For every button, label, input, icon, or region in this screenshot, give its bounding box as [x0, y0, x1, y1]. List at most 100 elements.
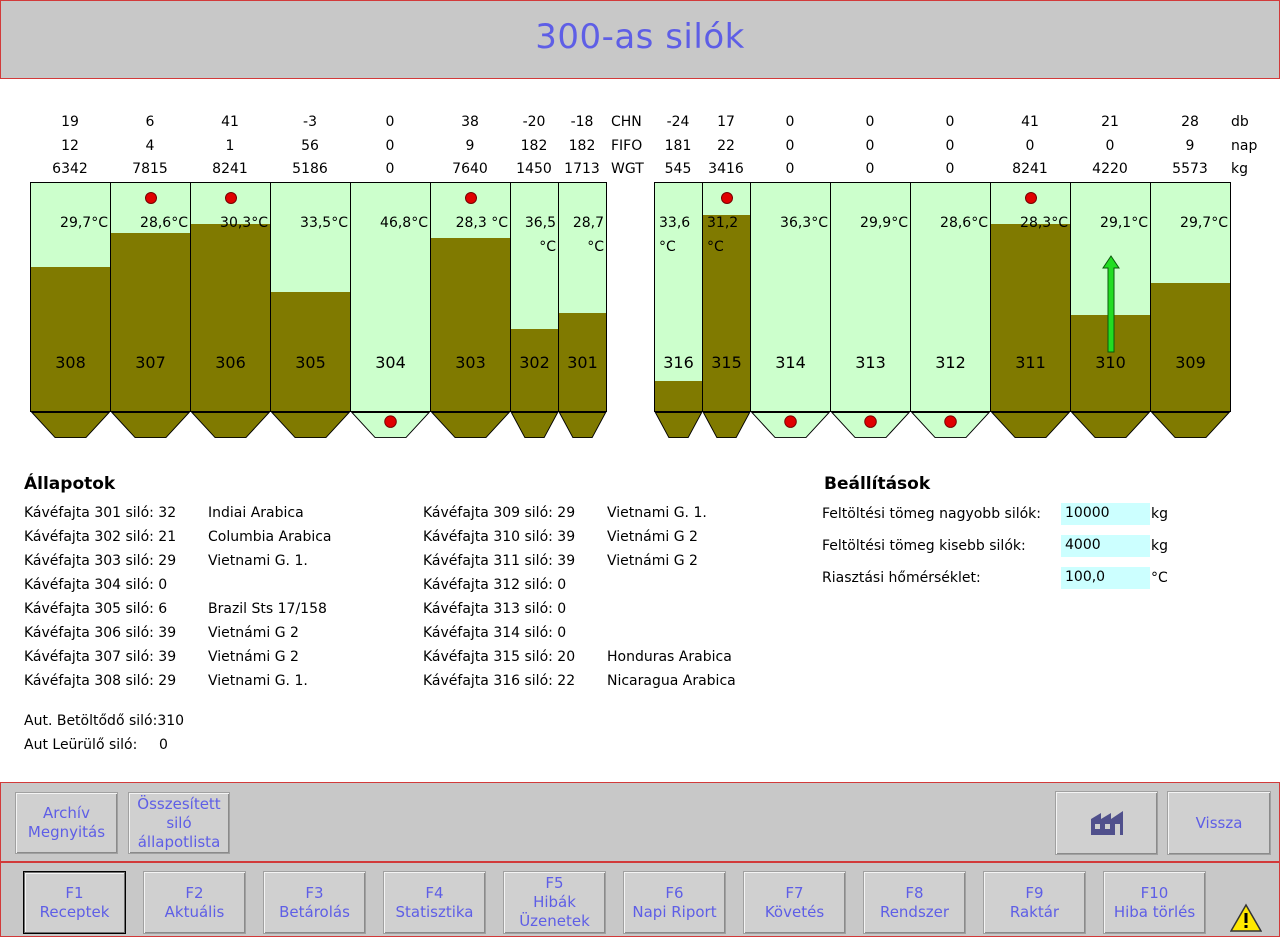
silo-304-label: 304: [375, 353, 406, 372]
title-bar: 300-as silók: [0, 0, 1280, 79]
settings-heading: Beállítások: [824, 474, 931, 494]
silo-314-label: 314: [775, 353, 806, 372]
fkey-f1-button[interactable]: F1 Receptek: [23, 871, 126, 934]
unit-nap: nap: [1231, 138, 1258, 154]
silo-302[interactable]: 36,5 °C 302: [510, 182, 559, 412]
silo-310[interactable]: 29,1°C 310: [1070, 182, 1151, 412]
small-silo-label: Feltöltési tömeg kisebb silók:: [822, 538, 1026, 554]
fkey-label: Aktuális: [164, 902, 225, 921]
silo-311-chn: 41: [1021, 114, 1039, 130]
fkey-f5-button[interactable]: F5 Hibák Üzenetek: [503, 871, 606, 934]
fkey-f8-button[interactable]: F8 Rendszer: [863, 871, 966, 934]
silo-308[interactable]: 29,7°C 308: [30, 182, 111, 412]
fkey-label: Rendszer: [879, 902, 950, 921]
alarm-temp-input[interactable]: 100,0: [1061, 567, 1150, 589]
silo-303[interactable]: 28,3 °C 303: [430, 182, 511, 412]
small-silo-weight-input[interactable]: 4000: [1061, 535, 1150, 557]
fkey-f2-button[interactable]: F2 Aktuális: [143, 871, 246, 934]
status-silo-label: Kávéfajta 301 siló: 32: [24, 505, 177, 521]
silo-306-fifo: 1: [225, 138, 235, 154]
silo-310-fifo: 0: [1105, 138, 1115, 154]
silo-316-chn: -24: [666, 114, 690, 130]
silo-309-hopper: [1150, 412, 1231, 439]
silo-308-fifo: 12: [61, 138, 79, 154]
silo-303-alarm-indicator: [464, 192, 477, 204]
silo-315[interactable]: 31,2 °C 315: [702, 182, 751, 412]
status-silo-label: Kávéfajta 310 siló: 39: [423, 529, 576, 545]
fkey-f10-button[interactable]: F10 Hiba törlés: [1103, 871, 1206, 934]
silo-310-hopper: [1070, 412, 1151, 439]
auto-empty-value: 0: [159, 737, 168, 753]
silo-314-fifo: 0: [785, 138, 795, 154]
fkey-label: Követés: [764, 902, 825, 921]
status-silo-label: Kávéfajta 312 siló: 0: [423, 577, 567, 593]
status-coffee-name: Vietnámi G 2: [607, 529, 698, 545]
fkey-f3-button[interactable]: F3 Betárolás: [263, 871, 366, 934]
silo-301[interactable]: 28,7 °C 301: [558, 182, 607, 412]
silo-306-level: [191, 224, 270, 411]
silo-306-chn: 41: [221, 114, 239, 130]
status-coffee-name: Brazil Sts 17/158: [208, 601, 327, 617]
status-silo-label: Kávéfajta 316 siló: 22: [423, 673, 576, 689]
status-coffee-name: Vietnámi G 2: [208, 649, 299, 665]
silo-311-fifo: 0: [1025, 138, 1035, 154]
silo-306-label: 306: [215, 353, 246, 372]
silo-311-alarm-indicator: [1024, 192, 1037, 204]
silo-316[interactable]: 33,6 °C 316: [654, 182, 703, 412]
big-silo-weight-input[interactable]: 10000: [1061, 503, 1150, 525]
status-silo-label: Kávéfajta 306 siló: 39: [24, 625, 177, 641]
silo-303-temperature: 28,3 °C: [455, 215, 508, 231]
fkey-f6-button[interactable]: F6 Napi Riport: [623, 871, 726, 934]
silo-307[interactable]: 28,6°C 307: [110, 182, 191, 412]
silo-305-wgt: 5186: [292, 161, 328, 177]
silo-315-temperature: 31,2 °C: [707, 215, 739, 255]
fkey-label: Raktár: [1009, 902, 1060, 921]
silo-301-label: 301: [567, 353, 598, 372]
fkey-key: F8: [905, 883, 924, 902]
silo-308-wgt: 6342: [52, 161, 88, 177]
status-silo-label: Kávéfajta 305 siló: 6: [24, 601, 168, 617]
big-silo-label: Feltöltési tömeg nagyobb silók:: [822, 506, 1041, 522]
status-silo-label: Kávéfajta 314 siló: 0: [423, 625, 567, 641]
silo-304[interactable]: 46,8°C 304: [350, 182, 431, 412]
silo-309-fifo: 9: [1185, 138, 1195, 154]
fkey-key: F7: [785, 883, 804, 902]
back-button[interactable]: Vissza: [1167, 791, 1271, 855]
alarm-temp-label: Riasztási hőmérséklet:: [822, 570, 981, 586]
fkey-f7-button[interactable]: F7 Követés: [743, 871, 846, 934]
warning-icon[interactable]: [1230, 903, 1262, 933]
silo-305[interactable]: 33,5°C 305: [270, 182, 351, 412]
fkey-label: Hibák Üzenetek: [519, 893, 590, 930]
silo-315-alarm-indicator: [720, 192, 733, 204]
action-bar: Archív Megnyitás Összesített siló állapo…: [0, 782, 1280, 862]
silo-307-fifo: 4: [145, 138, 155, 154]
silo-309[interactable]: 29,7°C 309: [1150, 182, 1231, 412]
archive-open-button[interactable]: Archív Megnyitás: [15, 792, 118, 854]
silo-306[interactable]: 30,3°C 306: [190, 182, 271, 412]
silo-312-hopper: [910, 412, 991, 439]
silo-311-temperature: 28,3°C: [1020, 215, 1068, 231]
status-silo-label: Kávéfajta 313 siló: 0: [423, 601, 567, 617]
silo-311[interactable]: 28,3°C 311: [990, 182, 1071, 412]
silo-313[interactable]: 29,9°C 313: [830, 182, 911, 412]
silo-301-level: [559, 312, 606, 411]
silo-309-label: 309: [1175, 353, 1206, 372]
silo-304-wgt: 0: [385, 161, 395, 177]
silo-314[interactable]: 36,3°C 314: [750, 182, 831, 412]
fkey-label: Receptek: [39, 902, 110, 921]
fkey-key: F4: [425, 883, 444, 902]
home-button[interactable]: [1055, 791, 1158, 855]
fkey-f9-button[interactable]: F9 Raktár: [983, 871, 1086, 934]
silo-312-fifo: 0: [945, 138, 955, 154]
summary-list-button[interactable]: Összesített siló állapotlista: [128, 792, 230, 854]
status-silo-label: Kávéfajta 308 siló: 29: [24, 673, 177, 689]
fkey-f4-button[interactable]: F4 Statisztika: [383, 871, 486, 934]
silo-303-level: [431, 237, 510, 411]
silo-312[interactable]: 28,6°C 312: [910, 182, 991, 412]
status-silo-label: Kávéfajta 309 siló: 29: [423, 505, 576, 521]
silo-302-label: 302: [519, 353, 550, 372]
unit-kg: kg: [1231, 161, 1248, 177]
status-coffee-name: Indiai Arabica: [208, 505, 304, 521]
silo-313-fifo: 0: [865, 138, 875, 154]
